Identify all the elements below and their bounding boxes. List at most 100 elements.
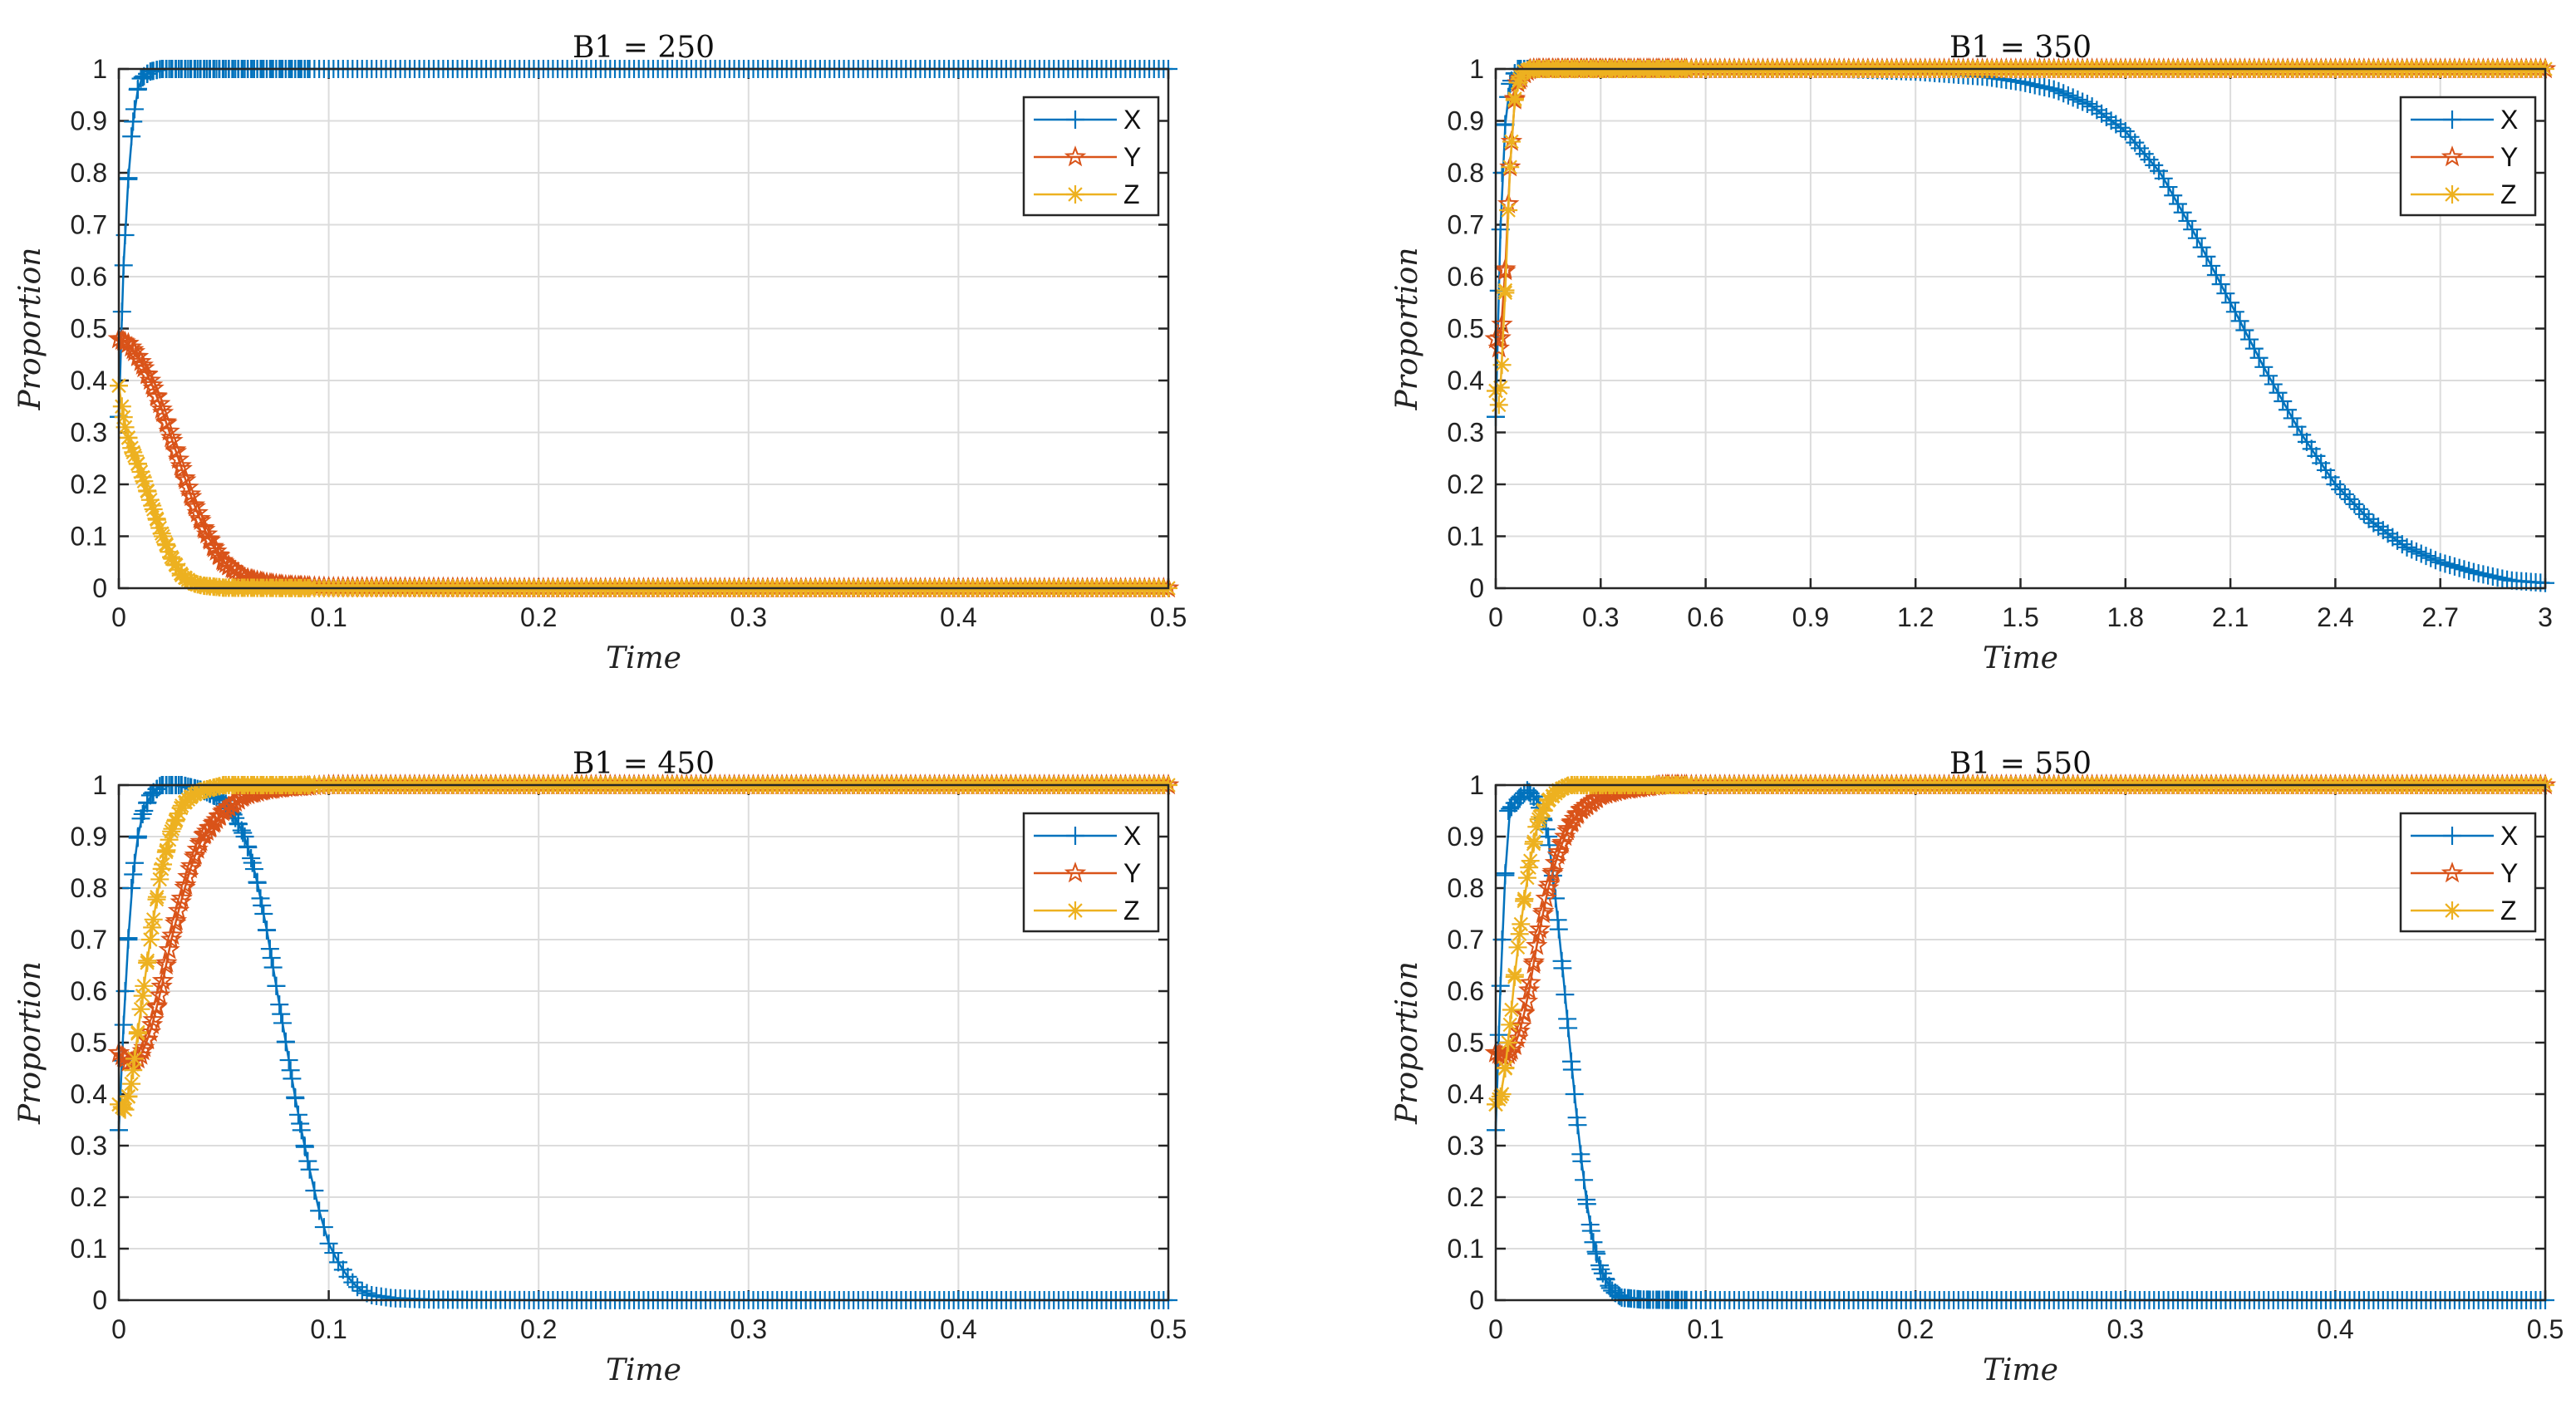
y-tick-label: 0.6: [71, 262, 107, 292]
data-point-z: [116, 418, 135, 437]
data-point-y: [189, 507, 211, 528]
data-point-x: [2297, 432, 2316, 451]
data-point-z: [1499, 201, 1518, 219]
data-point-x: [2421, 548, 2441, 567]
data-point-x: [2431, 552, 2450, 572]
data-point-x: [1510, 788, 1529, 808]
data-point-z: [162, 547, 181, 567]
data-point-x: [314, 1218, 333, 1237]
data-point-z: [144, 910, 163, 929]
data-point-x: [2054, 84, 2073, 103]
data-point-y: [155, 410, 178, 432]
data-point-x: [2436, 554, 2455, 573]
data-point-z: [1515, 889, 1534, 908]
y-tick-label: 0.3: [71, 418, 107, 448]
data-point-x: [1539, 827, 1558, 846]
x-tick-label: 0.3: [2107, 1314, 2144, 1344]
data-point-x: [2058, 86, 2077, 105]
x-tick-label: 0.3: [730, 1314, 767, 1344]
data-point-x: [122, 127, 141, 146]
data-point-z: [119, 429, 138, 448]
data-point-y: [1516, 989, 1539, 1011]
legend-marker-x: [2443, 110, 2461, 129]
data-point-x: [2450, 558, 2469, 577]
data-point-x: [2149, 161, 2168, 180]
data-point-y: [1532, 900, 1555, 921]
data-point-x: [2264, 375, 2283, 394]
data-point-x: [2068, 90, 2087, 109]
data-point-x: [2044, 80, 2063, 99]
data-point-x: [2316, 460, 2335, 479]
data-point-y: [1527, 923, 1550, 945]
x-tick-label: 3: [2538, 602, 2553, 632]
y-tick-label: 0.4: [1448, 366, 1484, 395]
legend-marker-z: [2443, 185, 2461, 204]
x-tick-label: 1.8: [2107, 602, 2144, 632]
data-point-y: [155, 951, 178, 973]
y-tick-label: 0.7: [71, 210, 107, 240]
data-point-y: [1489, 326, 1512, 348]
data-point-z: [1508, 938, 1527, 957]
data-point-x: [343, 1273, 362, 1292]
data-point-z: [1527, 817, 1546, 837]
x-tick-label: 0.9: [1792, 602, 1829, 632]
data-point-x: [1567, 1108, 1586, 1127]
data-point-x: [263, 958, 283, 977]
x-tick-label: 0.6: [1687, 602, 1723, 632]
x-axis-label: Time: [606, 1353, 681, 1387]
data-point-z: [152, 524, 171, 543]
x-tick-label: 0.2: [520, 1314, 557, 1344]
data-point-z: [1512, 915, 1531, 934]
data-point-x: [229, 814, 248, 833]
data-point-z: [166, 556, 185, 575]
data-point-x: [291, 1114, 310, 1133]
data-point-z: [200, 779, 219, 798]
subplot-3: 0 0.1 0.2 0.3 0.4 0.5 0 0.1 0.2 0.3 0.4 0.5 0.6 0.7 0.…: [13, 747, 1187, 1387]
data-point-y: [184, 495, 207, 517]
legend: XYZ: [2399, 812, 2537, 933]
data-point-z: [133, 986, 152, 1005]
x-tick-label: 2.4: [2317, 602, 2353, 632]
y-tick-label: 0.1: [1448, 522, 1484, 552]
y-tick-label: 0.7: [1448, 925, 1484, 955]
x-axis-label: Time: [1983, 641, 2058, 675]
data-point-x: [305, 1181, 324, 1200]
y-tick-label: 0.5: [71, 1028, 107, 1058]
data-point-x: [300, 1160, 319, 1179]
data-point-y: [164, 438, 187, 459]
y-tick-label: 0.8: [1448, 158, 1484, 188]
x-tick-label: 0: [111, 1314, 126, 1344]
data-point-y: [170, 454, 192, 475]
legend: XYZ: [1022, 96, 1160, 217]
data-point-x: [235, 827, 254, 846]
data-point-z: [1553, 778, 1572, 798]
data-point-x: [125, 853, 144, 872]
legend-marker-y: [1064, 862, 1087, 883]
data-point-x: [133, 67, 152, 86]
data-point-z: [150, 518, 170, 538]
data-point-x: [2326, 475, 2345, 493]
data-point-x: [2469, 564, 2488, 583]
data-point-x: [1577, 1191, 1596, 1210]
data-point-x: [1565, 1085, 1584, 1103]
y-tick-label: 0.9: [71, 106, 107, 136]
subplot-1: 0 0.1 0.2 0.3 0.4 0.5 0 0.1 0.2 0.3 0.4 0.5 0.6 0.7 0.…: [13, 31, 1187, 675]
y-tick-label: 0.9: [1448, 106, 1484, 136]
data-point-x: [1558, 1009, 1577, 1029]
y-tick-label: 0.7: [71, 925, 107, 955]
data-point-x: [1575, 1171, 1594, 1190]
data-point-z: [124, 1061, 143, 1080]
legend-label-x: X: [1123, 105, 1141, 135]
data-point-x: [1610, 1287, 1630, 1306]
data-point-x: [2063, 88, 2082, 107]
data-point-x: [2077, 95, 2097, 114]
x-tick-label: 0: [1488, 1314, 1503, 1344]
data-point-x: [124, 865, 143, 884]
data-point-x: [128, 79, 147, 98]
subplot-2: 0 0.3 0.6 0.9 1.2 1.5 1.8 2.1 2.4 2.7 3 0 0.1 0.2 0.3 0…: [1390, 31, 2557, 675]
data-point-x: [234, 823, 253, 842]
legend-label-z: Z: [2500, 896, 2517, 925]
axes-box: [117, 783, 1170, 1302]
data-point-x: [2340, 489, 2359, 508]
